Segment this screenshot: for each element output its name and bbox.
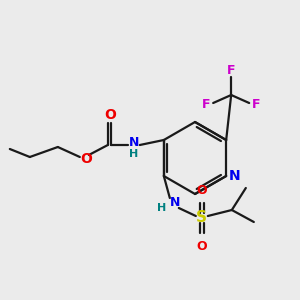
Text: S: S [196, 211, 207, 226]
Text: F: F [227, 64, 236, 76]
Text: H: H [129, 149, 138, 159]
Text: O: O [196, 239, 207, 253]
Text: O: O [104, 108, 116, 122]
Text: O: O [196, 184, 207, 196]
Text: N: N [228, 169, 240, 183]
Text: N: N [129, 136, 139, 149]
Text: F: F [202, 98, 210, 112]
Text: N: N [169, 196, 180, 209]
Text: H: H [157, 203, 167, 213]
Text: F: F [252, 98, 260, 112]
Text: O: O [80, 152, 92, 166]
